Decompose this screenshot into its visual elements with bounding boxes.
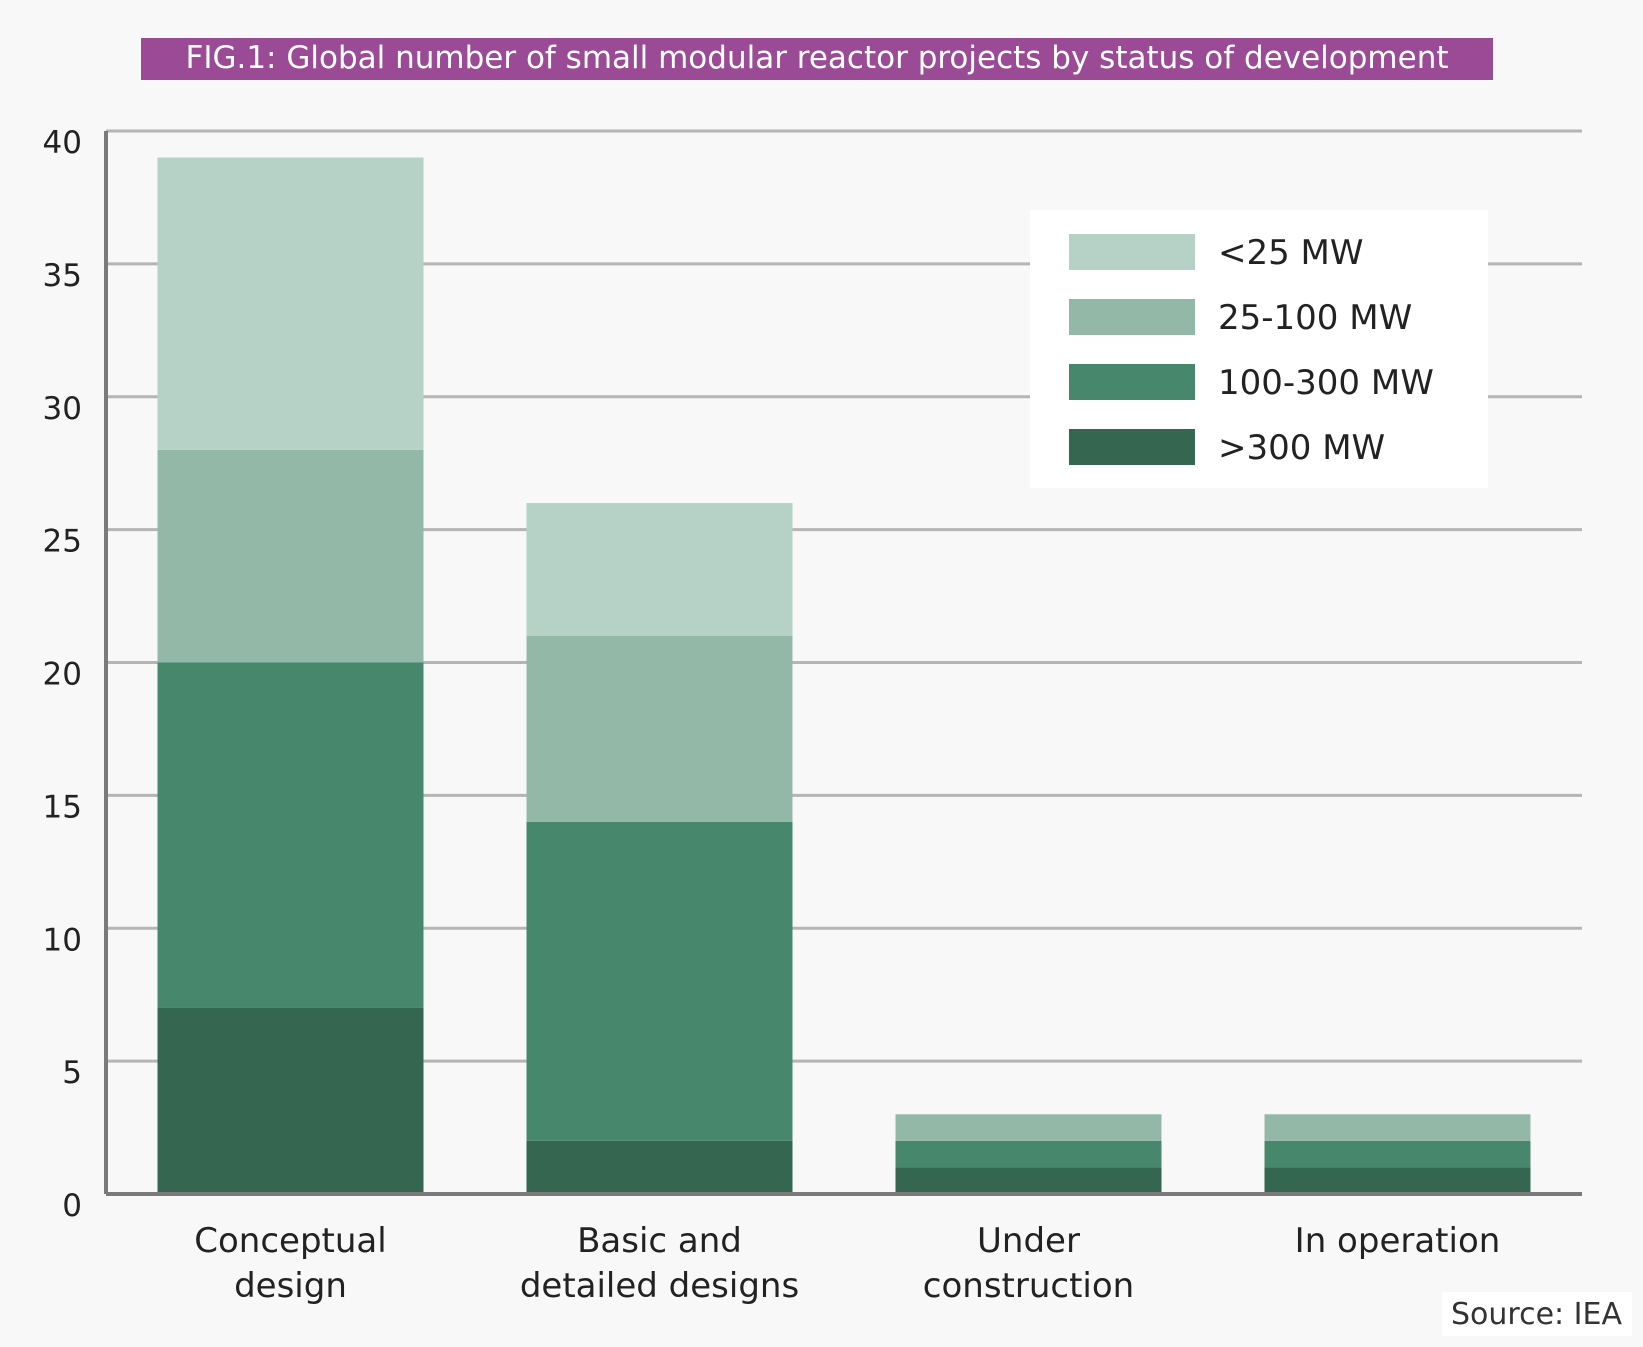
bar-segment [157,157,424,450]
bars [157,157,1531,1194]
bar-segment [1264,1140,1531,1168]
y-axis-ticks: 0 5 10 15 20 25 30 35 40 [43,125,82,1224]
bar-segment [895,1140,1162,1168]
bar-segment [526,821,793,1141]
y-tick-label: 0 [62,1188,82,1224]
category-label: In operation [1295,1221,1501,1261]
legend-swatch [1069,299,1195,335]
category-label: construction [923,1266,1134,1306]
y-tick-label: 30 [43,391,82,427]
bar-segment [526,503,793,636]
bar-segment [157,1007,424,1194]
category-label: detailed designs [520,1266,799,1306]
legend-swatch [1069,234,1195,270]
y-tick-label: 5 [62,1055,82,1091]
legend-swatch [1069,429,1195,465]
legend-label: 25-100 MW [1218,298,1412,338]
category-label: Basic and [577,1221,742,1261]
bar-segment [157,449,424,663]
y-tick-label: 15 [43,789,82,825]
y-tick-label: 40 [43,125,82,161]
source-background [1442,1292,1632,1336]
y-tick-label: 20 [43,657,82,693]
y-tick-label: 25 [43,524,82,560]
legend-label: 100-300 MW [1218,363,1434,403]
legend-label: <25 MW [1218,233,1364,273]
bar-segment [1264,1114,1531,1141]
x-axis [104,131,1582,1196]
source-note: Source: IEA [1451,1297,1622,1332]
bar-segment [526,635,793,822]
legend-label: >300 MW [1218,428,1385,468]
y-tick-label: 10 [43,922,82,958]
legend-swatch [1069,364,1195,400]
category-label: design [234,1266,347,1306]
bar-segment [526,1140,793,1194]
chart-title: FIG.1: Global number of small modular re… [185,40,1448,76]
category-label: Conceptual [194,1221,386,1261]
bar-segment [157,662,424,1008]
category-label: Under [977,1221,1080,1261]
bar-segment [895,1114,1162,1141]
legend: <25 MW 25-100 MW 100-300 MW >300 MW [1030,210,1488,488]
category-labels: Conceptual design Basic and detailed design… [194,1221,1500,1306]
bar-segment [1264,1167,1531,1194]
bar-segment [895,1167,1162,1194]
title-background [141,38,1493,80]
y-tick-label: 35 [43,258,82,294]
